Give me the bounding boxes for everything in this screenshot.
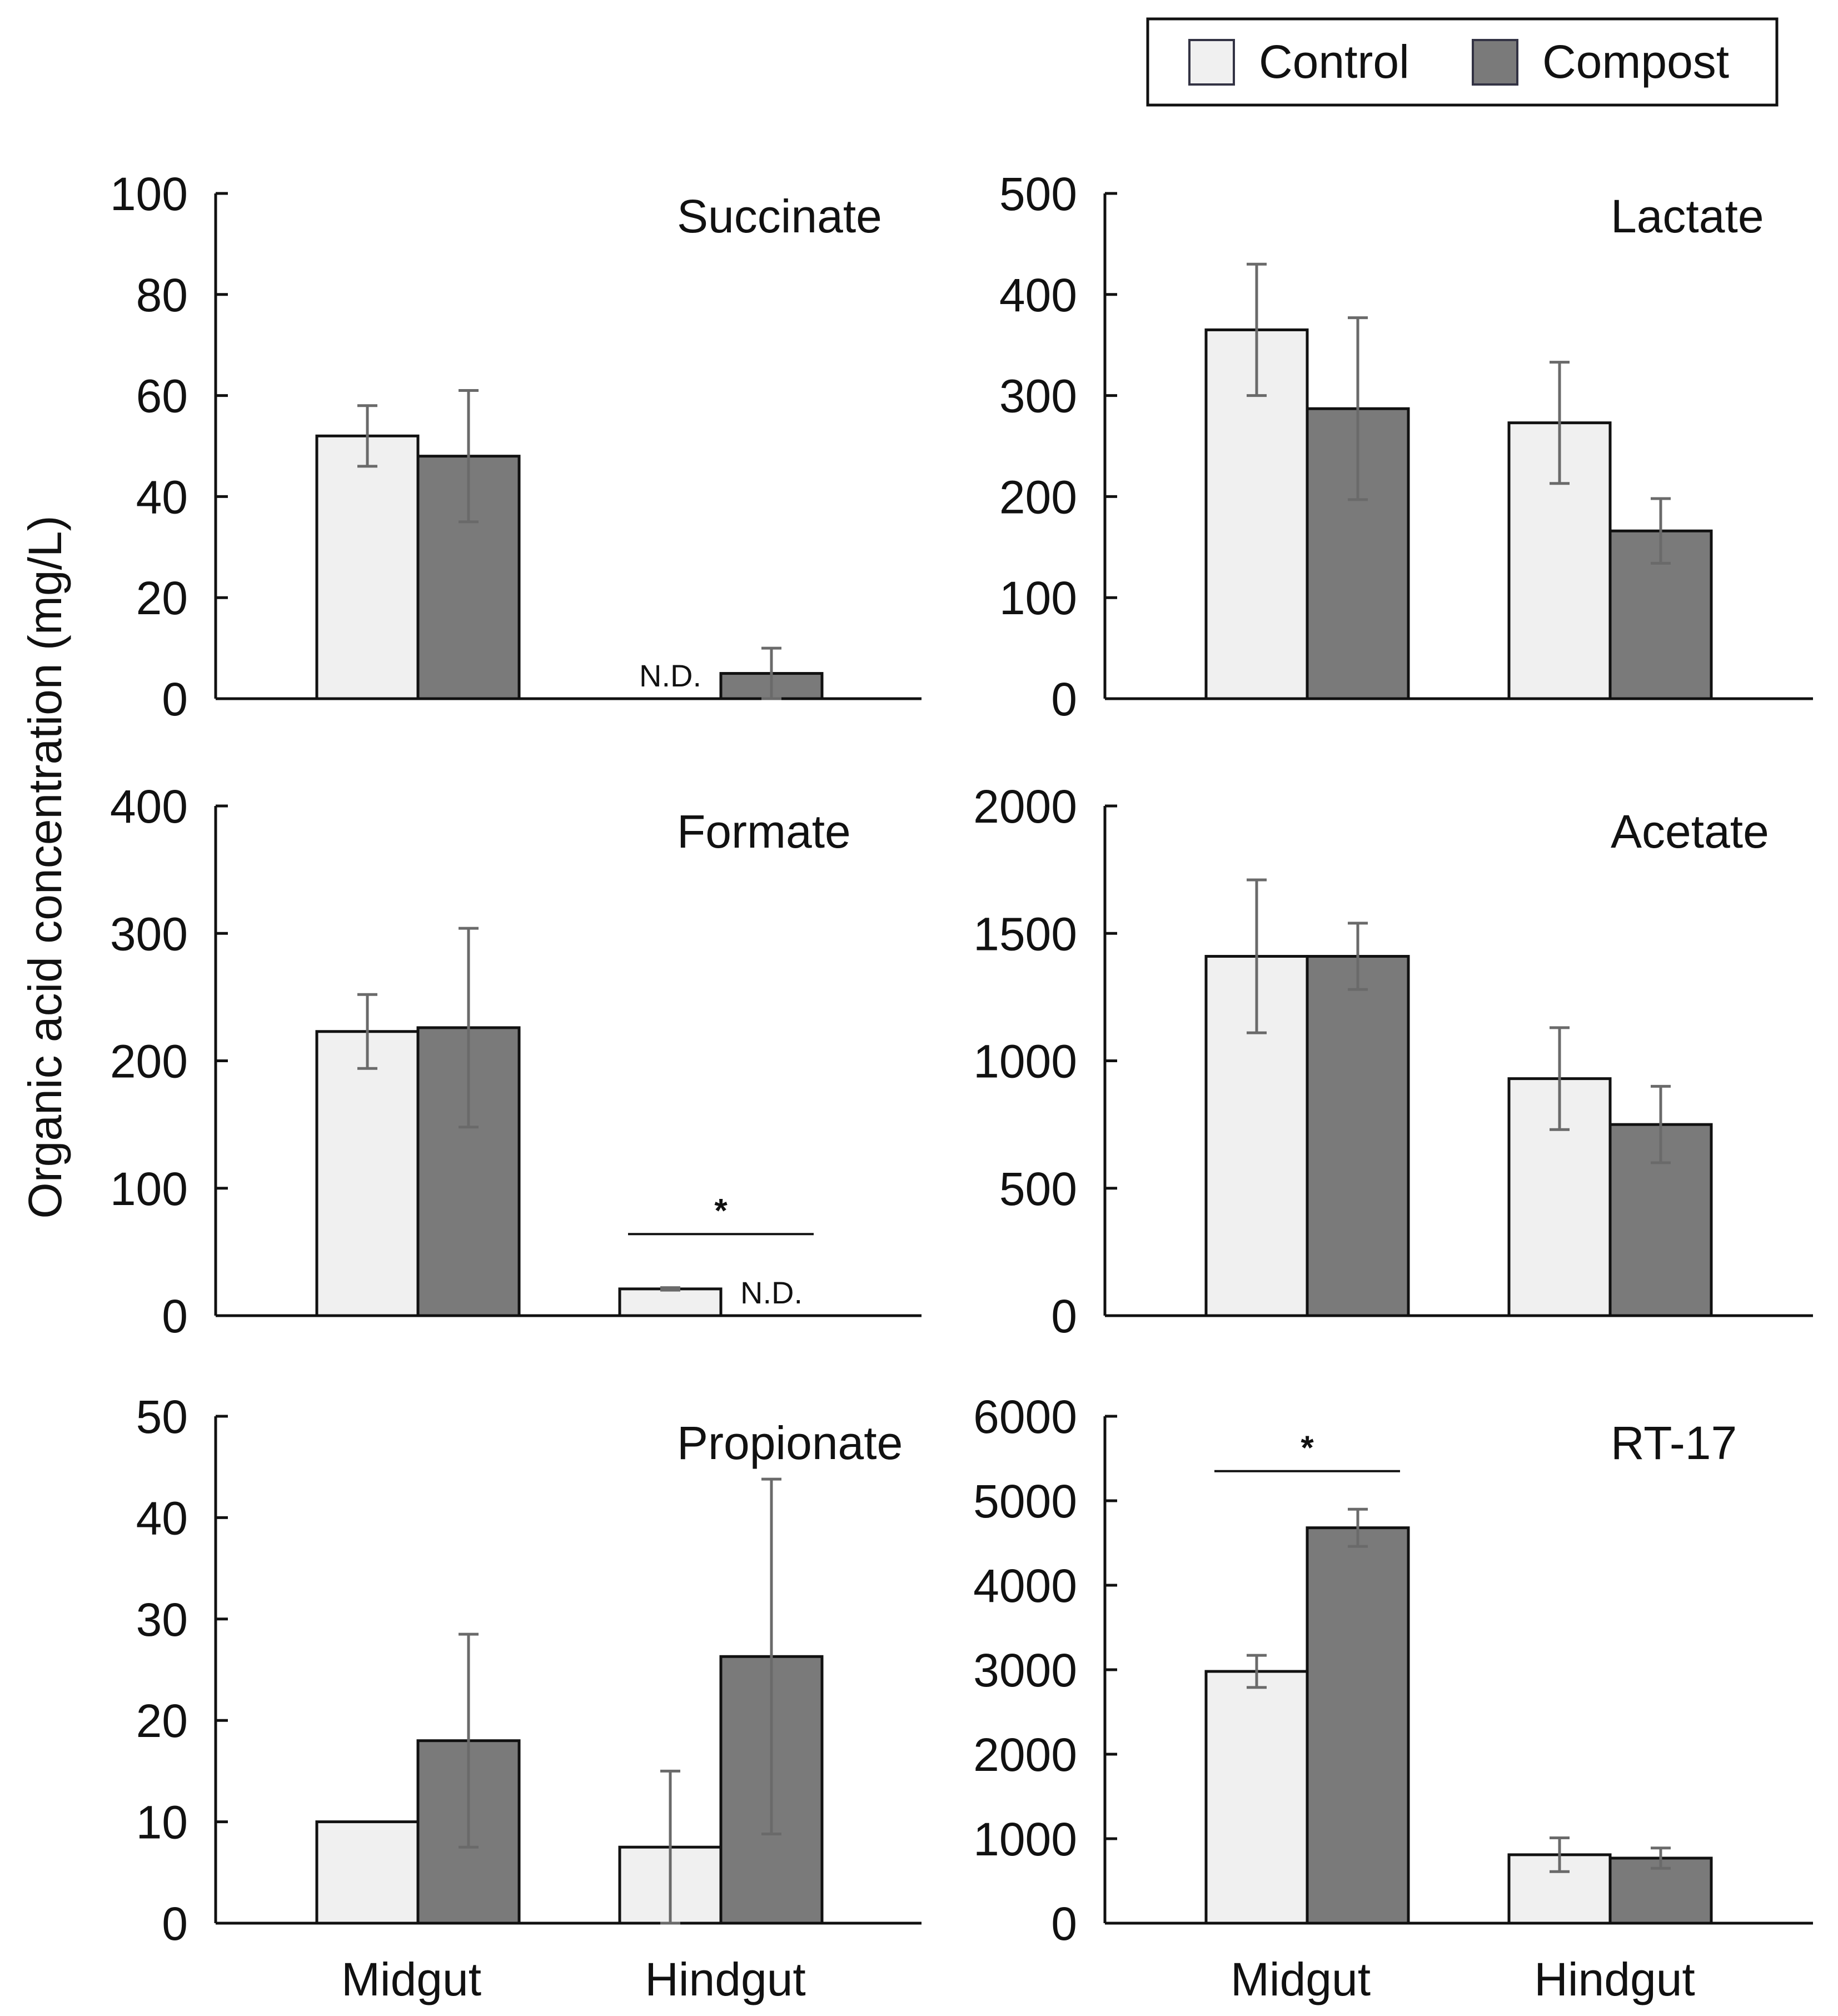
propionate-y-tick-label: 50 xyxy=(136,1391,188,1443)
formate-y-tick-label: 100 xyxy=(110,1163,188,1215)
propionate-title: Propionate xyxy=(677,1417,903,1469)
legend: Control Compost xyxy=(1146,17,1779,107)
formate-error-bar-compost-midgut xyxy=(459,927,479,1129)
acetate-y-tick-label: 2000 xyxy=(973,780,1077,833)
propionate-y-tick-label: 0 xyxy=(162,1898,188,1950)
propionate-error-bar-compost-hindgut xyxy=(761,1477,781,1835)
legend-label-control: Control xyxy=(1259,36,1409,88)
formate-error-bar-control-midgut xyxy=(357,993,377,1070)
acetate-y-tick-label: 1500 xyxy=(973,908,1077,960)
succinate-error-bar-compost-hindgut xyxy=(761,646,781,700)
succinate-y-tick-label: 80 xyxy=(136,269,188,321)
formate-significance-star: * xyxy=(714,1192,728,1229)
formate-title: Formate xyxy=(677,805,851,858)
y-axis-label: Organic acid concentration (mg/L) xyxy=(19,515,71,1218)
lactate-y-tick-label: 300 xyxy=(999,370,1077,422)
lactate-title: Lactate xyxy=(1611,190,1764,242)
rt-17-y-tick-label: 5000 xyxy=(973,1475,1077,1527)
panel-propionate: 0 10 20 30 40 50 Propionate xyxy=(136,1391,922,1950)
lactate-y-tick-label: 200 xyxy=(999,471,1077,523)
rt-17-y-tick-label: 4000 xyxy=(973,1560,1077,1612)
lactate-error-bar-compost-hindgut xyxy=(1651,497,1671,565)
acetate-y-tick-label: 500 xyxy=(999,1163,1077,1215)
panel-formate: 0 100 200 300 400 Formate N.D. * xyxy=(110,780,922,1342)
x-label-left-hindgut: Hindgut xyxy=(645,1953,806,2005)
formate-nd-label: N.D. xyxy=(740,1275,803,1310)
succinate-y-tick-label: 100 xyxy=(110,168,188,220)
lactate-error-bar-compost-midgut xyxy=(1348,316,1368,501)
lactate-y-tick-label: 100 xyxy=(999,572,1077,624)
rt-17-significance-star: * xyxy=(1301,1429,1314,1466)
panel-acetate: 0 500 1000 1500 2000 Acetate xyxy=(973,780,1813,1342)
succinate-y-tick-label: 20 xyxy=(136,572,188,624)
acetate-bar-compost-midgut xyxy=(1306,955,1410,1317)
acetate-error-bar-compost-midgut xyxy=(1348,922,1368,991)
legend-swatch-control xyxy=(1188,39,1235,86)
rt-17-y-tick-label: 1000 xyxy=(973,1813,1077,1865)
propionate-bar-control-midgut xyxy=(315,1820,420,1925)
acetate-y-tick-label: 1000 xyxy=(973,1036,1077,1088)
formate-bar-control-midgut xyxy=(315,1030,420,1317)
propionate-y-tick-label: 30 xyxy=(136,1594,188,1646)
succinate-y-tick-label: 0 xyxy=(162,673,188,725)
acetate-error-bar-control-hindgut xyxy=(1550,1026,1570,1131)
legend-box xyxy=(1146,17,1779,107)
panel-rt-17: 0 1000 2000 3000 4000 5000 6000 RT-17 * xyxy=(973,1391,1813,1950)
succinate-y-tick-label: 60 xyxy=(136,370,188,422)
succinate-bar-control-midgut xyxy=(315,434,420,700)
formate-y-tick-label: 0 xyxy=(162,1290,188,1342)
succinate-error-bar-compost-midgut xyxy=(459,389,479,524)
acetate-y-tick-label: 0 xyxy=(1051,1290,1077,1342)
lactate-y-tick-label: 0 xyxy=(1051,673,1077,725)
propionate-y-tick-label: 10 xyxy=(136,1796,188,1849)
formate-y-tick-label: 200 xyxy=(110,1036,188,1088)
x-axis-labels: Midgut Hindgut Midgut Hindgut xyxy=(341,1953,1695,2005)
rt-17-error-bar-control-midgut xyxy=(1247,1654,1267,1689)
formate-y-tick-label: 400 xyxy=(110,780,188,833)
formate-bar-control-hindgut xyxy=(618,1287,723,1317)
x-label-right-midgut: Midgut xyxy=(1231,1953,1371,2005)
rt-17-y-tick-label: 6000 xyxy=(973,1391,1077,1443)
formate-error-bar-control-hindgut xyxy=(660,1286,680,1292)
rt-17-bar-compost-midgut xyxy=(1306,1526,1410,1925)
rt-17-y-tick-label: 3000 xyxy=(973,1644,1077,1696)
lactate-y-tick-label: 500 xyxy=(999,168,1077,220)
rt-17-bar-control-midgut xyxy=(1204,1670,1309,1925)
lactate-error-bar-control-hindgut xyxy=(1550,361,1570,485)
lactate-y-tick-label: 400 xyxy=(999,269,1077,321)
rt-17-y-tick-label: 2000 xyxy=(973,1729,1077,1781)
legend-swatch-compost xyxy=(1472,39,1518,86)
propionate-error-bar-control-hindgut xyxy=(660,1769,680,1925)
panel-succinate: 0 20 40 60 80 100 Succinate N.D. xyxy=(110,168,922,725)
propionate-y-tick-label: 40 xyxy=(136,1492,188,1544)
propionate-error-bar-compost-midgut xyxy=(459,1632,479,1849)
rt-17-title: RT-17 xyxy=(1611,1417,1737,1469)
x-label-right-hindgut: Hindgut xyxy=(1534,1953,1695,2005)
lactate-bar-control-hindgut xyxy=(1507,421,1612,700)
rt-17-error-bar-compost-midgut xyxy=(1348,1507,1368,1548)
rt-17-y-tick-label: 0 xyxy=(1051,1898,1077,1950)
acetate-title: Acetate xyxy=(1611,805,1769,858)
lactate-error-bar-control-midgut xyxy=(1247,262,1267,397)
panel-lactate: 0 100 200 300 400 500 Lactate xyxy=(999,168,1813,725)
propionate-y-tick-label: 20 xyxy=(136,1695,188,1747)
succinate-nd-label: N.D. xyxy=(639,658,701,693)
rt-17-error-bar-compost-hindgut xyxy=(1651,1846,1671,1870)
rt-17-error-bar-control-hindgut xyxy=(1550,1836,1570,1873)
succinate-y-tick-label: 40 xyxy=(136,471,188,523)
succinate-title: Succinate xyxy=(677,190,882,242)
x-label-left-midgut: Midgut xyxy=(341,1953,481,2005)
succinate-error-bar-control-midgut xyxy=(357,404,377,468)
legend-label-compost: Compost xyxy=(1542,36,1729,88)
acetate-error-bar-compost-hindgut xyxy=(1651,1084,1671,1164)
formate-y-tick-label: 300 xyxy=(110,908,188,960)
acetate-error-bar-control-midgut xyxy=(1247,878,1267,1034)
